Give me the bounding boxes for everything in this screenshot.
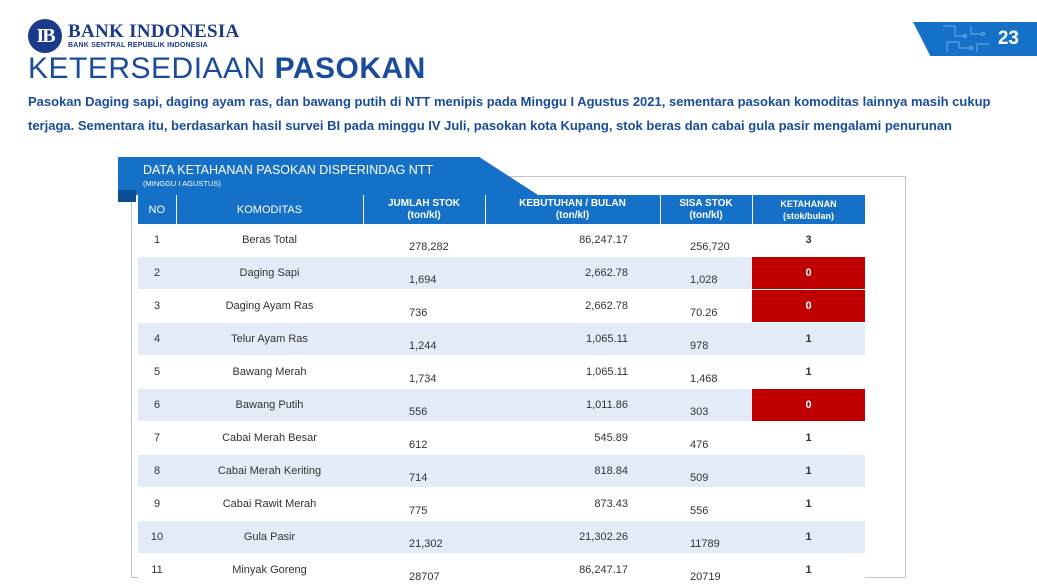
cell-komoditas: Cabai Merah Besar bbox=[176, 421, 363, 455]
cell-kebutuhan: 2,662.78 bbox=[485, 289, 660, 323]
cell-kebutuhan: 545.89 bbox=[485, 421, 660, 455]
logo-name: BANK INDONESIA bbox=[68, 20, 240, 42]
bank-indonesia-logo: IB BANK INDONESIA BANK SENTRAL REPUBLIK … bbox=[28, 18, 240, 54]
table-row: 3 Daging Ayam Ras 736 2,662.78 70.26 0 bbox=[138, 289, 865, 323]
table-row: 8 Cabai Merah Keriting 714 818.84 509 1 bbox=[138, 454, 865, 488]
cell-ketahanan: 1 bbox=[752, 355, 865, 389]
title-light: KETERSEDIAAN bbox=[28, 52, 275, 85]
table-row: 10 Gula Pasir 21,302 21,302.26 11789 1 bbox=[138, 520, 865, 554]
cell-no: 9 bbox=[138, 487, 176, 521]
cell-jumlah-stok: 556 bbox=[363, 388, 485, 422]
cell-jumlah-stok: 278,282 bbox=[363, 224, 485, 257]
table-row: 11 Minyak Goreng 28707 86,247.17 20719 1 bbox=[138, 553, 865, 587]
cell-ketahanan: 0 bbox=[752, 388, 865, 422]
cell-ketahanan: 1 bbox=[752, 520, 865, 554]
cell-sisa-stok: 303 bbox=[660, 388, 752, 422]
header-komoditas: KOMODITAS bbox=[176, 195, 364, 224]
page-number: 23 bbox=[997, 28, 1019, 49]
cell-jumlah-stok: 736 bbox=[363, 289, 485, 323]
banner-fold bbox=[118, 190, 136, 202]
cell-kebutuhan: 2,662.78 bbox=[485, 256, 660, 290]
table-row: 4 Telur Ayam Ras 1,244 1,065.11 978 1 bbox=[138, 322, 865, 356]
supply-table: NO KOMODITAS JUMLAH STOK (ton/kl) KEBUTUH… bbox=[138, 195, 866, 587]
table-row: 6 Bawang Putih 556 1,011.86 303 0 bbox=[138, 388, 865, 422]
cell-jumlah-stok: 1,694 bbox=[363, 256, 485, 290]
header-no: NO bbox=[138, 195, 177, 224]
cell-no: 3 bbox=[138, 289, 176, 323]
cell-ketahanan: 1 bbox=[752, 553, 865, 587]
page-title: KETERSEDIAAN PASOKAN bbox=[28, 52, 426, 86]
cell-no: 8 bbox=[138, 454, 176, 488]
cell-kebutuhan: 818.84 bbox=[485, 454, 660, 488]
cell-jumlah-stok: 1,244 bbox=[363, 322, 485, 356]
cell-sisa-stok: 20719 bbox=[660, 553, 752, 587]
cell-kebutuhan: 21,302.26 bbox=[485, 520, 660, 554]
cell-no: 2 bbox=[138, 256, 176, 290]
cell-komoditas: Cabai Rawit Merah bbox=[176, 487, 363, 521]
title-bold: PASOKAN bbox=[274, 52, 426, 85]
table-subtitle: (MINGGU I AGUSTUS) bbox=[143, 179, 221, 188]
header-ketahanan: KETAHANAN (stok/bulan) bbox=[752, 195, 866, 224]
logo-subtitle: BANK SENTRAL REPUBLIK INDONESIA bbox=[68, 41, 208, 49]
cell-kebutuhan: 86,247.17 bbox=[485, 553, 660, 587]
cell-no: 4 bbox=[138, 322, 176, 356]
cell-no: 1 bbox=[138, 224, 176, 257]
cell-komoditas: Cabai Merah Keriting bbox=[176, 454, 363, 488]
table-row: 2 Daging Sapi 1,694 2,662.78 1,028 0 bbox=[138, 256, 865, 290]
cell-sisa-stok: 70.26 bbox=[660, 289, 752, 323]
cell-ketahanan: 1 bbox=[752, 454, 865, 488]
cell-komoditas: Bawang Merah bbox=[176, 355, 363, 389]
cell-sisa-stok: 256,720 bbox=[660, 224, 752, 257]
cell-ketahanan: 1 bbox=[752, 322, 865, 356]
bi-emblem-icon: IB bbox=[28, 19, 62, 53]
cell-sisa-stok: 11789 bbox=[660, 520, 752, 554]
cell-jumlah-stok: 775 bbox=[363, 487, 485, 521]
summary-text: Pasokan Daging sapi, daging ayam ras, da… bbox=[28, 94, 991, 133]
cell-jumlah-stok: 21,302 bbox=[363, 520, 485, 554]
circuit-pattern-icon bbox=[943, 25, 989, 52]
cell-ketahanan: 1 bbox=[752, 487, 865, 521]
table-row: 5 Bawang Merah 1,734 1,065.11 1,468 1 bbox=[138, 355, 865, 389]
header-jumlah-stok: JUMLAH STOK (ton/kl) bbox=[363, 195, 486, 224]
cell-komoditas: Gula Pasir bbox=[176, 520, 363, 554]
cell-ketahanan: 1 bbox=[752, 421, 865, 455]
cell-kebutuhan: 1,011.86 bbox=[485, 388, 660, 422]
table-title: DATA KETAHANAN PASOKAN DISPERINDAG NTT bbox=[143, 163, 434, 177]
table-row: 7 Cabai Merah Besar 612 545.89 476 1 bbox=[138, 421, 865, 455]
cell-komoditas: Minyak Goreng bbox=[176, 553, 363, 587]
cell-sisa-stok: 556 bbox=[660, 487, 752, 521]
cell-ketahanan: 0 bbox=[752, 256, 865, 290]
cell-komoditas: Daging Ayam Ras bbox=[176, 289, 363, 323]
header-sisa-stok: SISA STOK (ton/kl) bbox=[660, 195, 753, 224]
cell-no: 6 bbox=[138, 388, 176, 422]
cell-sisa-stok: 978 bbox=[660, 322, 752, 356]
table-row: 9 Cabai Rawit Merah 775 873.43 556 1 bbox=[138, 487, 865, 521]
cell-sisa-stok: 476 bbox=[660, 421, 752, 455]
cell-kebutuhan: 1,065.11 bbox=[485, 322, 660, 356]
cell-no: 5 bbox=[138, 355, 176, 389]
cell-komoditas: Daging Sapi bbox=[176, 256, 363, 290]
page-number-tab: 23 bbox=[913, 22, 1037, 56]
cell-no: 10 bbox=[138, 520, 176, 554]
cell-komoditas: Bawang Putih bbox=[176, 388, 363, 422]
cell-komoditas: Telur Ayam Ras bbox=[176, 322, 363, 356]
cell-jumlah-stok: 714 bbox=[363, 454, 485, 488]
cell-kebutuhan: 86,247.17 bbox=[485, 224, 660, 257]
cell-jumlah-stok: 28707 bbox=[363, 553, 485, 587]
cell-komoditas: Beras Total bbox=[176, 224, 363, 257]
cell-no: 7 bbox=[138, 421, 176, 455]
cell-jumlah-stok: 1,734 bbox=[363, 355, 485, 389]
table-row: 1 Beras Total 278,282 86,247.17 256,720 3 bbox=[138, 224, 865, 257]
cell-kebutuhan: 1,065.11 bbox=[485, 355, 660, 389]
cell-ketahanan: 0 bbox=[752, 289, 865, 323]
cell-sisa-stok: 1,468 bbox=[660, 355, 752, 389]
cell-kebutuhan: 873.43 bbox=[485, 487, 660, 521]
cell-no: 11 bbox=[138, 553, 176, 587]
cell-sisa-stok: 1,028 bbox=[660, 256, 752, 290]
table-banner bbox=[118, 157, 538, 195]
header-kebutuhan: KEBUTUHAN / BULAN (ton/kl) bbox=[485, 195, 661, 224]
cell-sisa-stok: 509 bbox=[660, 454, 752, 488]
cell-ketahanan: 3 bbox=[752, 224, 865, 257]
cell-jumlah-stok: 612 bbox=[363, 421, 485, 455]
